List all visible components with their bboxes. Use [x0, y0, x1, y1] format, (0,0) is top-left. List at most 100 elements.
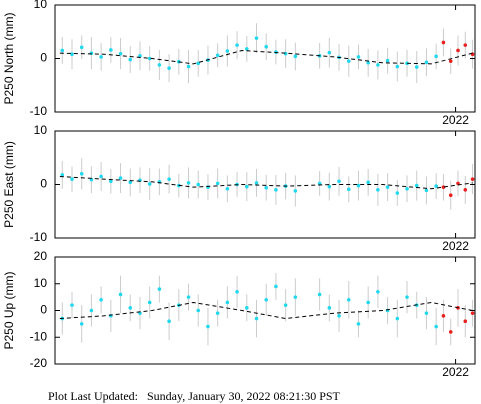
- panel: [59, 273, 475, 346]
- data-point: [244, 47, 249, 51]
- x-tick-label: 2022: [442, 113, 469, 127]
- data-point: [448, 193, 453, 197]
- data-point: [138, 54, 142, 58]
- data-point: [463, 319, 468, 324]
- data-point: [254, 181, 259, 185]
- y-tick-label: 10: [34, 0, 48, 11]
- panel: [59, 158, 475, 210]
- data-point: [264, 298, 269, 302]
- data-point: [254, 36, 259, 40]
- data-point: [225, 49, 230, 53]
- data-point: [441, 40, 446, 45]
- data-point: [470, 52, 475, 57]
- data-point: [337, 179, 341, 184]
- y-tick-label: 0: [40, 177, 47, 191]
- data-point: [244, 184, 249, 189]
- trend-line: [59, 301, 473, 320]
- data-point: [395, 64, 400, 69]
- data-point: [414, 65, 419, 69]
- data-point: [70, 177, 74, 181]
- data-point: [118, 176, 123, 180]
- data-point: [293, 295, 298, 299]
- data-point: [157, 63, 162, 67]
- data-point: [167, 66, 171, 70]
- data-point: [235, 289, 239, 294]
- data-point: [128, 306, 133, 310]
- data-point: [346, 298, 351, 302]
- trend-line: [59, 49, 473, 65]
- data-point: [317, 292, 322, 297]
- data-point: [448, 59, 453, 63]
- trend-line: [59, 175, 473, 190]
- data-point: [186, 181, 191, 185]
- data-point: [60, 48, 65, 53]
- data-point: [99, 298, 103, 302]
- data-point: [470, 177, 475, 181]
- data-point: [274, 188, 278, 192]
- x-tick-label: 2022: [442, 239, 469, 253]
- y-tick-label: 0: [40, 303, 47, 317]
- data-point: [157, 287, 162, 291]
- data-point: [196, 182, 201, 187]
- data-point: [109, 48, 113, 52]
- data-point: [356, 55, 361, 59]
- data-point: [405, 295, 409, 299]
- y-tick-label: -10: [30, 104, 48, 118]
- data-point: [463, 43, 468, 47]
- data-point: [346, 59, 351, 63]
- footer: Plot Last Updated: Sunday, January 30, 2…: [48, 389, 341, 403]
- data-point: [424, 60, 429, 65]
- y-tick-label: 10: [34, 276, 48, 290]
- data-point: [385, 58, 390, 63]
- data-point: [128, 57, 133, 62]
- data-point: [395, 191, 400, 195]
- data-point: [434, 54, 438, 59]
- data-point: [79, 172, 84, 176]
- data-point: [376, 188, 380, 192]
- data-point: [327, 306, 332, 310]
- data-point: [244, 306, 249, 310]
- data-point: [128, 180, 133, 185]
- data-point: [366, 180, 370, 185]
- data-point: [346, 187, 351, 192]
- plot-frame: [54, 4, 476, 113]
- data-point: [395, 316, 400, 321]
- data-point: [274, 284, 278, 289]
- data-point: [366, 60, 370, 65]
- data-point: [167, 177, 171, 181]
- data-point: [283, 51, 288, 56]
- x-tick-label: 2022: [442, 365, 469, 379]
- data-point: [186, 295, 191, 299]
- panel: [59, 23, 475, 84]
- data-point: [186, 64, 191, 69]
- data-point: [206, 324, 210, 329]
- data-point: [441, 314, 446, 318]
- data-point: [376, 63, 380, 67]
- y-tick-label: -10: [30, 329, 48, 343]
- data-point: [60, 173, 65, 177]
- data-point: [356, 322, 361, 326]
- data-point: [235, 43, 239, 47]
- data-point: [424, 311, 429, 315]
- data-point: [456, 181, 460, 186]
- data-point: [264, 44, 269, 49]
- y-axis-label: P250 Up (mm): [2, 271, 16, 349]
- y-tick-label: -10: [30, 230, 48, 244]
- data-point: [167, 319, 171, 324]
- data-point: [376, 289, 380, 294]
- data-point: [254, 316, 259, 321]
- data-point: [434, 324, 438, 329]
- data-point: [327, 50, 332, 55]
- data-point: [356, 183, 361, 188]
- data-point: [405, 186, 409, 191]
- data-point: [99, 174, 103, 179]
- data-point: [89, 308, 94, 313]
- data-point: [327, 184, 332, 189]
- data-point: [215, 53, 220, 58]
- data-point: [118, 292, 123, 297]
- y-tick-label: 10: [34, 123, 48, 137]
- data-point: [215, 181, 220, 186]
- data-point: [264, 185, 269, 190]
- data-point: [337, 314, 341, 318]
